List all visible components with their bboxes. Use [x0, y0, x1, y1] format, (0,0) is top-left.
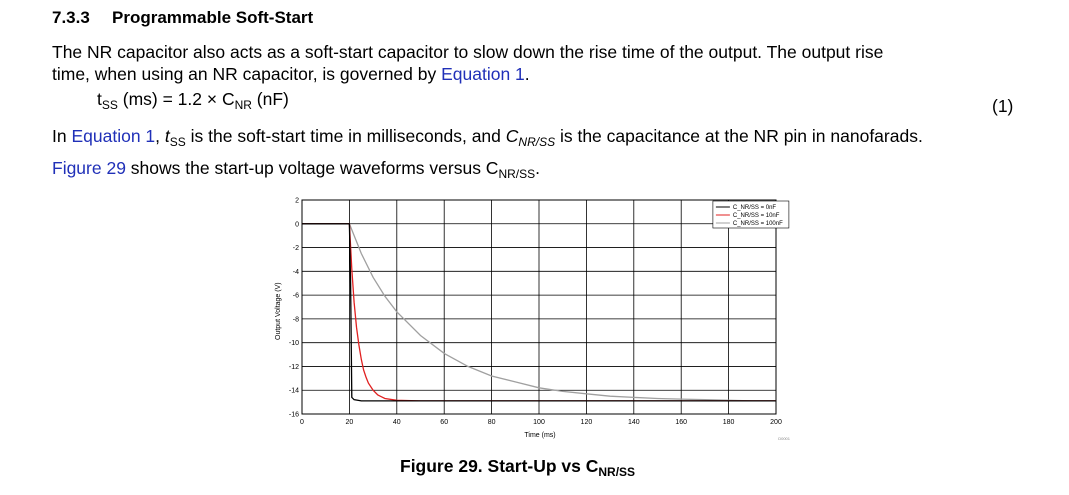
section-heading: 7.3.3 Programmable Soft-Start — [52, 8, 313, 28]
series-line — [302, 223, 776, 402]
legend-entry: C_NR/SS = 0nF — [733, 205, 777, 211]
y-tick-label: -4 — [293, 269, 299, 276]
y-tick-label: 0 — [295, 221, 299, 228]
figure-id: D0001 — [778, 436, 791, 441]
paragraph-line-2: time, when using an NR capacitor, is gov… — [52, 63, 530, 85]
chart-legend: C_NR/SS = 0nF C_NR/SS = 10nF C_NR/SS = 100… — [712, 200, 790, 229]
y-tick-label: -8 — [293, 316, 299, 323]
x-tick-label: 40 — [393, 419, 401, 426]
text: shows the start-up voltage waveforms ver… — [125, 158, 499, 178]
section-number: 7.3.3 — [52, 8, 90, 27]
y-tick-label: 2 — [295, 198, 299, 205]
text: time, when using an NR capacitor, is gov… — [52, 64, 442, 84]
equation-number: (1) — [992, 96, 1014, 116]
figure-caption: Figure 29. Start-Up vs CNR/SS — [400, 456, 635, 479]
paragraph-line-1: The NR capacitor also acts as a soft-sta… — [52, 42, 884, 62]
caption-text: Figure 29. Start-Up vs C — [400, 456, 599, 476]
paragraph-2: In Equation 1, tSS is the soft-start tim… — [52, 125, 923, 153]
y-tick-label: -16 — [289, 412, 299, 419]
axis-tick-labels: 0 20 40 60 80 100 120 140 160 180 20020-2-4-6-8-10… — [289, 198, 782, 427]
chart-series-lines — [302, 223, 776, 402]
nrss-sub: NR/SS — [498, 167, 536, 181]
equation-1-link[interactable]: Equation 1 — [441, 64, 525, 84]
text: In — [52, 126, 72, 146]
t-ss: t — [164, 126, 170, 146]
text: is the soft-start time in milliseconds, … — [185, 126, 506, 146]
eq-sub-ss: SS — [101, 98, 118, 112]
x-tick-label: 120 — [581, 419, 593, 426]
equation: tSS (ms) = 1.2 × CNR (nF) — [97, 89, 289, 112]
equation-1-link[interactable]: Equation 1 — [71, 126, 156, 146]
y-tick-label: -2 — [293, 245, 299, 252]
chart-grid — [301, 199, 777, 415]
text: . — [535, 158, 541, 178]
c-nrss: C — [505, 126, 519, 146]
x-tick-label: 140 — [628, 419, 640, 426]
y-axis-label: Output Voltage (V) — [275, 282, 282, 340]
paragraph-3: Figure 29 shows the start-up voltage wav… — [52, 157, 540, 185]
caption-sub: NR/SS — [598, 465, 636, 479]
eq-t: t — [97, 89, 102, 109]
y-tick-label: -6 — [293, 293, 299, 300]
x-tick-label: 180 — [723, 419, 735, 426]
figure-29-link[interactable]: Figure 29 — [52, 158, 126, 178]
x-tick-label: 100 — [533, 419, 545, 426]
t-ss-sub: SS — [169, 135, 186, 149]
legend-entry: C_NR/SS = 100nF — [733, 221, 783, 227]
x-tick-label: 60 — [440, 419, 448, 426]
text: , — [155, 126, 165, 146]
text: . — [524, 64, 530, 84]
x-axis-label: Time (ms) — [524, 432, 555, 439]
series-line — [302, 223, 776, 402]
y-tick-label: -10 — [289, 340, 299, 347]
x-tick-label: 80 — [488, 419, 496, 426]
c-nrss-sub: NR/SS — [518, 135, 556, 149]
eq-middle: (ms) = 1.2 × C — [117, 89, 235, 109]
x-tick-label: 20 — [346, 419, 354, 426]
x-tick-label: 160 — [675, 419, 687, 426]
startup-chart: 0 20 40 60 80 100 120 140 160 180 20020-2-4-6-8-10… — [275, 198, 791, 442]
section-title: Programmable Soft-Start — [112, 8, 314, 27]
x-tick-label: 200 — [770, 419, 782, 426]
x-tick-label: 0 — [300, 419, 304, 426]
eq-tail: (nF) — [251, 89, 289, 109]
text: is the capacitance at the NR pin in nano… — [555, 126, 923, 146]
eq-sub-nr: NR — [234, 98, 252, 112]
y-tick-label: -14 — [289, 388, 299, 395]
legend-entry: C_NR/SS = 10nF — [733, 213, 780, 219]
y-tick-label: -12 — [289, 364, 299, 371]
